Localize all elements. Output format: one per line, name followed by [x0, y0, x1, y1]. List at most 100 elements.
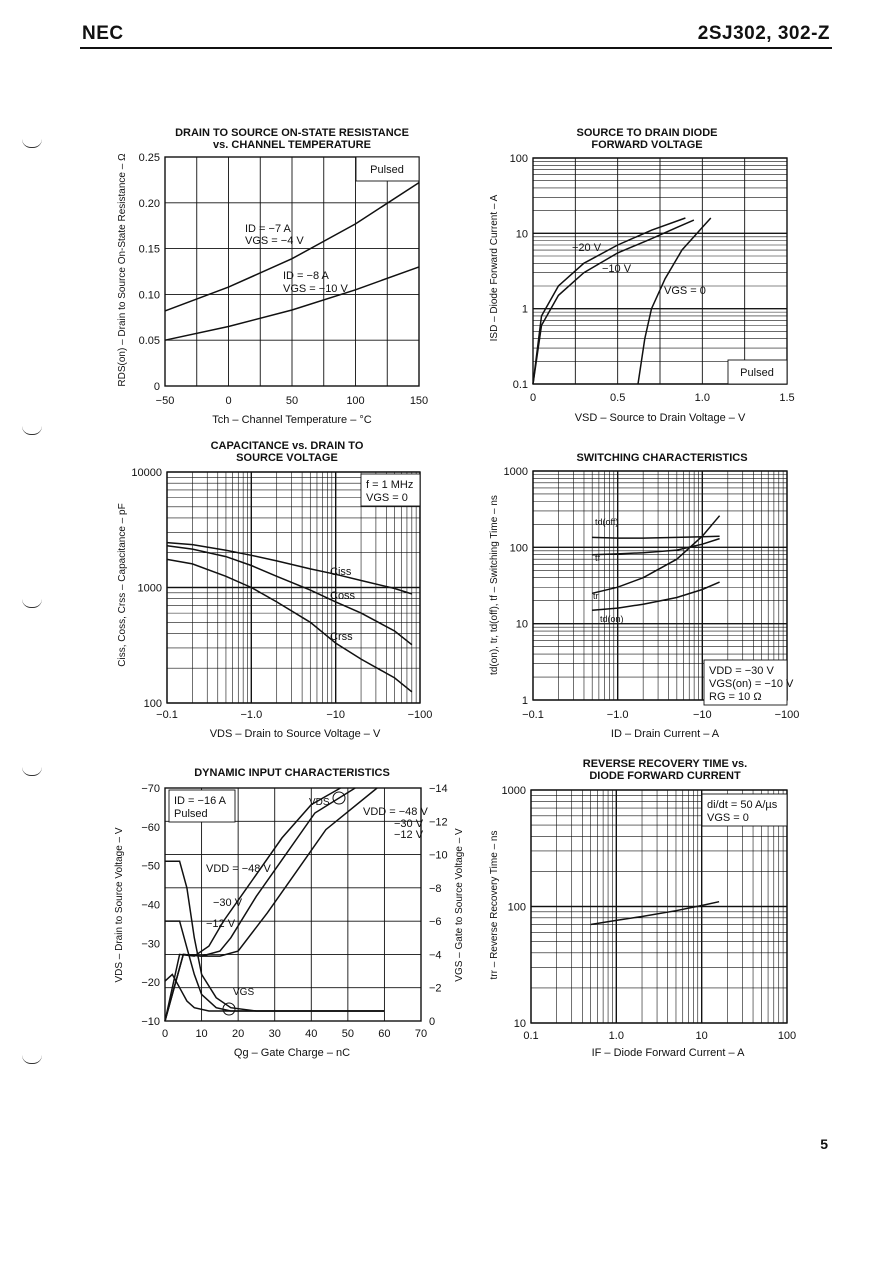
- punch-mark: [22, 139, 42, 148]
- condition-note-box: [168, 789, 236, 823]
- nec-logo: NEC: [82, 23, 124, 44]
- y2-tick-label: −10: [429, 850, 448, 862]
- series-annotation: VDS: [309, 797, 330, 808]
- plot-frame: [166, 471, 421, 704]
- series-annotation: VGS: [233, 987, 254, 998]
- y-axis-label: RDS(on) – Drain to Source On-State Resis…: [117, 153, 128, 387]
- series-line: [592, 515, 721, 595]
- y2-tick-label: 0: [429, 1016, 435, 1028]
- y-axis-label: ISD – Diode Forward Current – A: [489, 194, 500, 341]
- x-tick-label: −100: [408, 709, 433, 721]
- condition-note-text: Pulsed: [174, 808, 208, 820]
- series-annotation: Coss: [330, 590, 356, 602]
- plot-frame: [164, 156, 420, 387]
- condition-note-text: f = 1 MHz: [366, 479, 413, 491]
- plot-frame: [532, 470, 788, 701]
- series-line: [592, 581, 720, 611]
- x-tick-label: 10: [696, 1030, 708, 1042]
- series-line: [164, 181, 420, 312]
- chart-title: CAPACITANCE vs. DRAIN TO: [211, 440, 364, 452]
- condition-note-box: [360, 473, 421, 507]
- x-tick-label: 10: [195, 1028, 207, 1040]
- series-annotation: tf: [595, 553, 601, 563]
- x-tick-label: −10: [693, 709, 712, 721]
- y-axis-label: trr – Reverse Recovery Time – ns: [489, 831, 500, 980]
- series-line: [166, 544, 413, 646]
- y-tick-label: 100: [510, 153, 528, 165]
- series-line: [166, 558, 413, 693]
- y2-tick-label: −12: [429, 816, 448, 828]
- y-tick-label: 1000: [502, 785, 526, 797]
- y-tick-label: 10000: [131, 467, 162, 479]
- chart-title: DYNAMIC INPUT CHARACTERISTICS: [194, 767, 390, 779]
- y-tick-label: −10: [141, 1016, 160, 1028]
- x-tick-label: −1.0: [240, 709, 262, 721]
- series-annotation: VGS = −10 V: [283, 283, 348, 295]
- series-line: [532, 219, 695, 385]
- x-tick-label: 0.5: [610, 392, 625, 404]
- plot-frame: [530, 789, 788, 1024]
- y2-axis-label: VGS – Gate to Source Voltage – V: [454, 828, 465, 982]
- page-number: 5: [820, 1136, 828, 1152]
- condition-note-text: RG = 10 Ω: [709, 691, 762, 703]
- chart-title: SOURCE VOLTAGE: [236, 452, 338, 464]
- y-tick-label: 0: [154, 381, 160, 393]
- series-annotation: td(off): [595, 517, 618, 527]
- series-annotation: td(on): [600, 614, 624, 624]
- x-tick-label: 0: [530, 392, 536, 404]
- condition-note-text: VDD = −30 V: [709, 665, 774, 677]
- series-annotation: −20 V: [572, 242, 602, 254]
- y-axis-label: td(on), tr, td(off), tf – Switching Time…: [489, 495, 500, 675]
- condition-note-text: VGS = 0: [707, 812, 749, 824]
- y-tick-label: 10: [516, 619, 528, 631]
- x-axis-label: IF – Diode Forward Current – A: [592, 1047, 746, 1059]
- vgs-marker: [222, 1002, 236, 1016]
- series-annotation: −30 V: [213, 897, 243, 909]
- y-axis-label: VDS – Drain to Source Voltage – V: [114, 827, 125, 982]
- y-tick-label: −40: [141, 900, 160, 912]
- pulsed-label: Pulsed: [740, 367, 774, 379]
- x-tick-label: 1.0: [695, 392, 710, 404]
- x-tick-label: 0: [162, 1028, 168, 1040]
- series-annotation: −12 V: [394, 829, 424, 841]
- y-tick-label: 1: [522, 304, 528, 316]
- series-annotation: ID = −8 A: [283, 270, 330, 282]
- y-tick-label: 100: [508, 902, 526, 914]
- header-rule: [80, 47, 832, 49]
- punch-mark: [22, 1055, 42, 1064]
- x-tick-label: 1.5: [779, 392, 794, 404]
- y-tick-label: 0.20: [139, 198, 160, 210]
- y2-tick-label: −2: [429, 983, 442, 995]
- x-tick-label: 0.1: [523, 1030, 538, 1042]
- y-tick-label: 0.1: [513, 379, 528, 391]
- chart-title: SWITCHING CHARACTERISTICS: [576, 452, 747, 464]
- vds-marker: [332, 791, 346, 805]
- x-tick-label: 50: [342, 1028, 354, 1040]
- x-tick-label: 70: [415, 1028, 427, 1040]
- x-axis-label: VSD – Source to Drain Voltage – V: [575, 412, 746, 424]
- plot-frame: [164, 787, 422, 1022]
- x-tick-label: 60: [378, 1028, 390, 1040]
- x-tick-label: 0: [225, 395, 231, 407]
- x-tick-label: 20: [232, 1028, 244, 1040]
- series-annotation: VGS = −4 V: [245, 235, 304, 247]
- series-annotation: −30 V: [394, 818, 424, 830]
- y-axis-label: Ciss, Coss, Crss – Capacitance – pF: [117, 503, 128, 666]
- y-tick-label: 1000: [504, 466, 528, 478]
- x-tick-label: −100: [775, 709, 800, 721]
- x-tick-label: 100: [778, 1030, 796, 1042]
- series-line: [637, 217, 712, 385]
- x-tick-label: −10: [326, 709, 345, 721]
- y2-tick-label: −14: [429, 783, 448, 795]
- condition-note-box: [703, 659, 788, 706]
- series-annotation: ID = −7 A: [245, 223, 292, 235]
- x-axis-label: VDS – Drain to Source Voltage – V: [210, 728, 381, 740]
- y-tick-label: −60: [141, 822, 160, 834]
- series-annotation: −12 V: [206, 918, 236, 930]
- x-axis-label: Tch – Channel Temperature – °C: [212, 414, 372, 426]
- condition-note-text: ID = −16 A: [174, 795, 227, 807]
- y-tick-label: −70: [141, 783, 160, 795]
